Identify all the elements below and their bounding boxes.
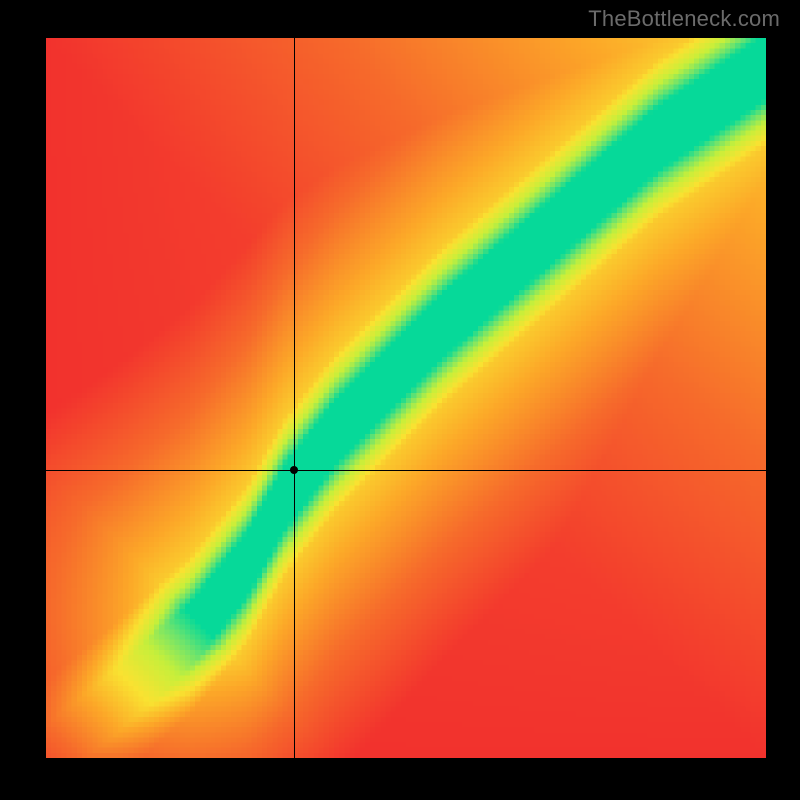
watermark-text: TheBottleneck.com <box>588 6 780 32</box>
crosshair-vertical-line <box>294 38 295 758</box>
bottleneck-heatmap-canvas <box>46 38 766 758</box>
heatmap-plot-area <box>46 38 766 758</box>
crosshair-horizontal-line <box>46 470 766 471</box>
selection-marker-dot <box>290 466 298 474</box>
